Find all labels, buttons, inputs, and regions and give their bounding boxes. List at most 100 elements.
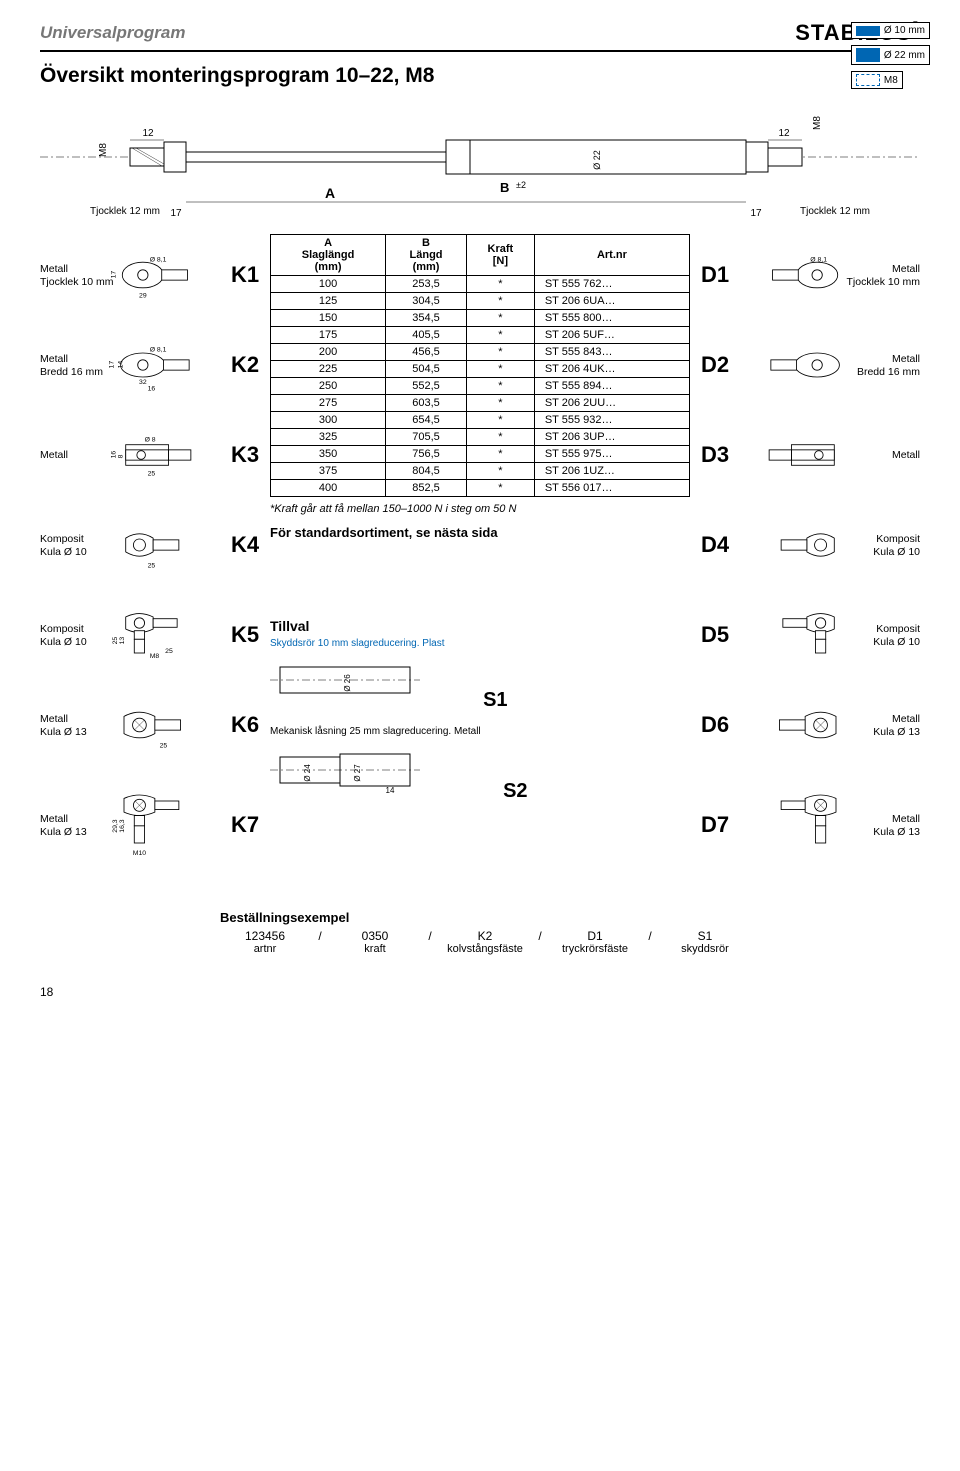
ballsocket-metal-icon	[740, 695, 860, 755]
tillval-sub1: Skyddsrör 10 mm slagreducering. Plast	[270, 638, 690, 649]
svg-text:Tjocklek 12 mm: Tjocklek 12 mm	[800, 206, 870, 217]
svg-text:Tjocklek 12 mm: Tjocklek 12 mm	[90, 206, 160, 217]
fitting-d6-right: Metall Kula Ø 13	[740, 680, 920, 770]
col-kraft: Kraft[N]	[466, 235, 534, 276]
svg-text:16,3: 16,3	[119, 819, 126, 833]
table-row: 125304,5*ST 206 6UA…	[271, 293, 690, 310]
col-art: Art.nr	[534, 235, 689, 276]
svg-text:13: 13	[119, 637, 126, 645]
svg-text:Ø 8: Ø 8	[145, 436, 156, 443]
table-row: 350756,5*ST 555 975…	[271, 446, 690, 463]
table-row: 300654,5*ST 555 932…	[271, 412, 690, 429]
eyelet-icon: Ø 8,1 17 14 32 16	[100, 335, 220, 395]
svg-text:32: 32	[139, 379, 147, 386]
tillval-title: Tillval	[270, 618, 690, 634]
program-name: Universalprogram	[40, 23, 186, 43]
badge-m8: M8	[851, 71, 903, 89]
fittings-grid: Metall Tjocklek 10 mm Ø 8,1 17 29 Metall…	[40, 230, 920, 880]
kraft-note: *Kraft går att få mellan 150–1000 N i st…	[270, 503, 690, 515]
ballstud-metal-icon: 16,3 29,3 M10	[100, 780, 220, 870]
table-row: 400852,5*ST 556 017…	[271, 480, 690, 497]
section-title: Översikt monteringsprogram 10–22, M8	[40, 64, 920, 88]
fitting-d7-right: Metall Kula Ø 13	[740, 770, 920, 880]
page-number: 18	[40, 985, 920, 999]
svg-text:Ø 8,1: Ø 8,1	[150, 346, 167, 353]
fitting-d1-right: Ø 8,1 Metall Tjocklek 10 mm	[740, 230, 920, 320]
svg-text:25: 25	[148, 471, 156, 478]
svg-text:29: 29	[139, 292, 147, 299]
clevis-icon	[740, 425, 860, 485]
table-row: 100253,5*ST 555 762…	[271, 276, 690, 293]
ballstud-icon: M8 25 13 25	[100, 605, 220, 665]
k-labels: K1 K2 K3 K4 K5 K6 K7	[220, 230, 270, 880]
eyelet-icon: Ø 8,1	[740, 245, 860, 305]
table-row: 275603,5*ST 206 2UU…	[271, 395, 690, 412]
d-labels: D1 D2 D3 D4 D5 D6 D7	[690, 230, 740, 880]
fitting-k1-left: Metall Tjocklek 10 mm Ø 8,1 17 29	[40, 230, 220, 320]
svg-text:±2: ±2	[516, 180, 526, 190]
left-fittings: Metall Tjocklek 10 mm Ø 8,1 17 29 Metall…	[40, 230, 220, 880]
eyelet-icon	[740, 335, 860, 395]
svg-text:14: 14	[117, 361, 124, 369]
s1-diagram: Ø 26 S1	[270, 657, 690, 712]
svg-text:Ø 8,1: Ø 8,1	[150, 256, 167, 263]
svg-text:25: 25	[165, 648, 173, 655]
gas-spring-diagram: M8 12 Ø10 12 M8 A B ±2 Ø 22 Tjocklek 12 …	[40, 102, 920, 222]
order-title: Beställningsexempel	[220, 910, 920, 925]
clevis-icon: Ø 8 16 8 25	[100, 425, 220, 485]
page-header: Universalprogram STABILUS®	[40, 20, 920, 52]
ballstud-icon	[740, 605, 860, 665]
eyelet-icon: Ø 8,1 17 29	[100, 245, 220, 305]
svg-text:8: 8	[117, 454, 124, 458]
spec-table: ASlaglängd(mm) BLängd(mm) Kraft[N] Art.n…	[270, 234, 690, 497]
ballsocket-icon	[740, 515, 860, 575]
svg-text:14: 14	[386, 786, 395, 795]
right-fittings: Ø 8,1 Metall Tjocklek 10 mm Metall Bredd…	[740, 230, 920, 880]
svg-text:Ø 22: Ø 22	[592, 150, 602, 170]
table-row: 150354,5*ST 555 800…	[271, 310, 690, 327]
fitting-d2-right: Metall Bredd 16 mm	[740, 320, 920, 410]
svg-text:M10: M10	[133, 850, 147, 857]
tillval-sub2: Mekanisk låsning 25 mm slagreducering. M…	[270, 726, 690, 737]
badge-d10: Ø 10 mm	[851, 22, 930, 39]
svg-text:25: 25	[160, 742, 168, 749]
svg-text:17: 17	[750, 208, 762, 219]
svg-text:B: B	[500, 180, 509, 195]
ballsocket-icon: 25	[100, 515, 220, 575]
s2-label: S2	[503, 780, 527, 803]
svg-text:Ø 24: Ø 24	[303, 763, 312, 781]
svg-text:25: 25	[148, 562, 156, 569]
svg-text:Ø 8,1: Ø 8,1	[810, 256, 827, 263]
table-row: 225504,5*ST 206 4UK…	[271, 361, 690, 378]
fitting-k7-left: Metall Kula Ø 13 16,3 29,3 M10	[40, 770, 220, 880]
fitting-k5-left: Komposit Kula Ø 10 M8 25 13 25	[40, 590, 220, 680]
badge-d22: Ø 22 mm	[851, 45, 930, 65]
fitting-k6-left: Metall Kula Ø 13 25	[40, 680, 220, 770]
center-content: ASlaglängd(mm) BLängd(mm) Kraft[N] Art.n…	[270, 230, 690, 880]
fitting-k2-left: Metall Bredd 16 mm Ø 8,1 17 14 32 16	[40, 320, 220, 410]
table-row: 175405,5*ST 206 5UF…	[271, 327, 690, 344]
fitting-d5-right: Komposit Kula Ø 10	[740, 590, 920, 680]
size-badges: Ø 10 mm Ø 22 mm M8	[851, 22, 930, 89]
order-labels: artnr kraft kolvstångsfäste tryckrörsfäs…	[220, 943, 920, 955]
fitting-d4-right: Komposit Kula Ø 10	[740, 500, 920, 590]
s2-diagram: Ø 24 Ø 27 14 S2	[270, 745, 690, 804]
order-example: Beställningsexempel 123456/ 0350/ K2/ D1…	[220, 910, 920, 955]
svg-text:M8: M8	[812, 116, 823, 130]
table-row: 250552,5*ST 555 894…	[271, 378, 690, 395]
svg-text:17: 17	[170, 208, 182, 219]
svg-text:A: A	[325, 185, 335, 201]
svg-text:Ø 26: Ø 26	[343, 674, 352, 692]
svg-text:12: 12	[142, 128, 154, 139]
fitting-k3-left: Metall Ø 8 16 8 25	[40, 410, 220, 500]
svg-text:29,3: 29,3	[112, 819, 119, 833]
fitting-k4-left: Komposit Kula Ø 10 25	[40, 500, 220, 590]
svg-text:M8: M8	[98, 143, 109, 157]
fitting-d3-right: Metall	[740, 410, 920, 500]
ballstud-metal-icon	[740, 780, 860, 870]
svg-text:25: 25	[112, 637, 119, 645]
svg-text:Ø 27: Ø 27	[353, 763, 362, 781]
ballsocket-metal-icon: 25	[100, 695, 220, 755]
col-a: ASlaglängd(mm)	[271, 235, 386, 276]
svg-text:16: 16	[110, 451, 117, 459]
